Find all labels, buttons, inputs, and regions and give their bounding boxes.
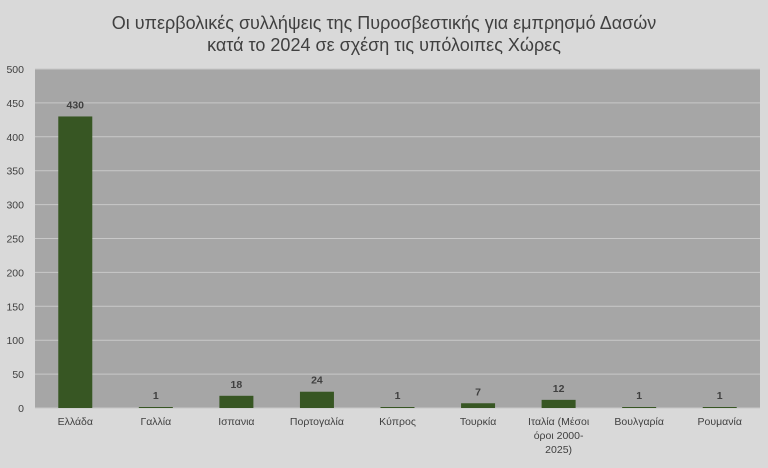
y-tick-label: 100 [6,335,24,347]
data-label: 7 [475,386,481,398]
y-tick-label: 300 [6,200,24,212]
category-label: Ελλάδα [58,416,93,428]
category-label: Πορτογαλία [290,416,344,428]
category-label: όροι 2000- [534,430,584,442]
category-label: Γαλλία [140,416,171,428]
y-tick-label: 50 [12,369,24,381]
chart-title-line-1: Οι υπερβολικές συλλήψεις της Πυροσβεστικ… [111,13,657,33]
data-label: 430 [67,99,85,111]
data-label: 24 [311,375,323,387]
data-label: 18 [231,379,243,391]
bar [622,407,657,408]
data-label: 1 [395,390,401,402]
category-label: Ισπανια [218,416,254,428]
category-label: Βουλγαρία [614,416,664,428]
bar [138,407,173,408]
category-label: Τουρκία [460,416,496,428]
bar [541,399,576,408]
category-label: Ρουμανία [698,416,742,428]
bar [461,403,496,408]
y-tick-label: 0 [18,403,24,415]
bar [219,395,254,408]
y-tick-label: 400 [6,132,24,144]
data-label: 1 [153,390,159,402]
bar [299,391,334,408]
y-tick-label: 500 [6,64,24,76]
bar [58,116,93,409]
bar [702,407,737,408]
data-label: 1 [636,390,642,402]
y-tick-label: 450 [6,98,24,110]
y-tick-label: 250 [6,234,24,246]
category-label: Ιταλία (Μέσοι [528,416,590,428]
data-label: 12 [553,383,565,395]
chart-title-line-2: κατά το 2024 σε σχέση τις υπόλοιπες Χώρε… [207,35,561,55]
data-label: 1 [717,390,723,402]
y-tick-label: 200 [6,267,24,279]
y-tick-label: 150 [6,301,24,313]
bar [380,407,415,408]
category-label: Κύπρος [379,416,416,428]
y-tick-label: 350 [6,166,24,178]
category-label: 2025) [545,444,572,456]
